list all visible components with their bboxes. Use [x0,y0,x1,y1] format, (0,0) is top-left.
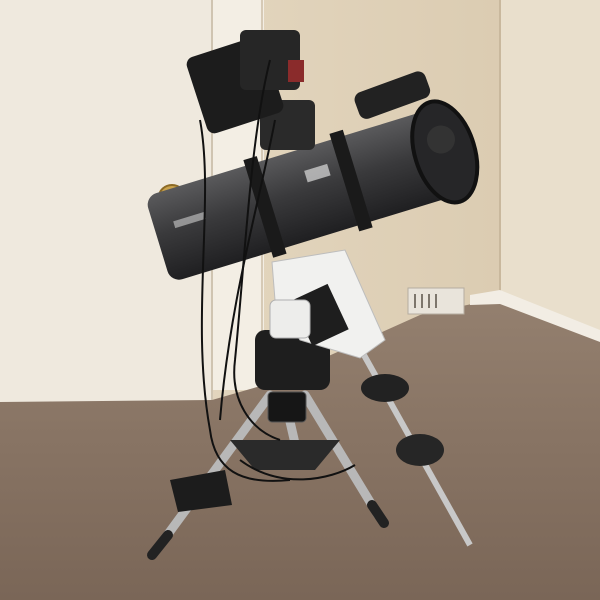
spec-label [304,163,331,183]
finder-scope [354,71,431,119]
mount-base [255,330,330,390]
baseboard [470,290,600,342]
mount-axis [269,299,311,339]
cables [199,59,356,482]
tube-ring [329,129,373,232]
tube-ring [243,156,287,258]
bag [170,470,232,512]
telescope [147,99,480,280]
side-wall [500,0,600,340]
tripod-feet [147,500,389,560]
accessory-tray [230,440,340,470]
cap-knob [426,125,455,154]
hand-controller [267,391,307,423]
brand-plate [173,212,206,229]
counterweight [396,434,444,466]
optical-tube [147,111,455,280]
counterweight [361,374,409,402]
camera-accent [288,60,304,82]
vent-slats [414,294,437,308]
